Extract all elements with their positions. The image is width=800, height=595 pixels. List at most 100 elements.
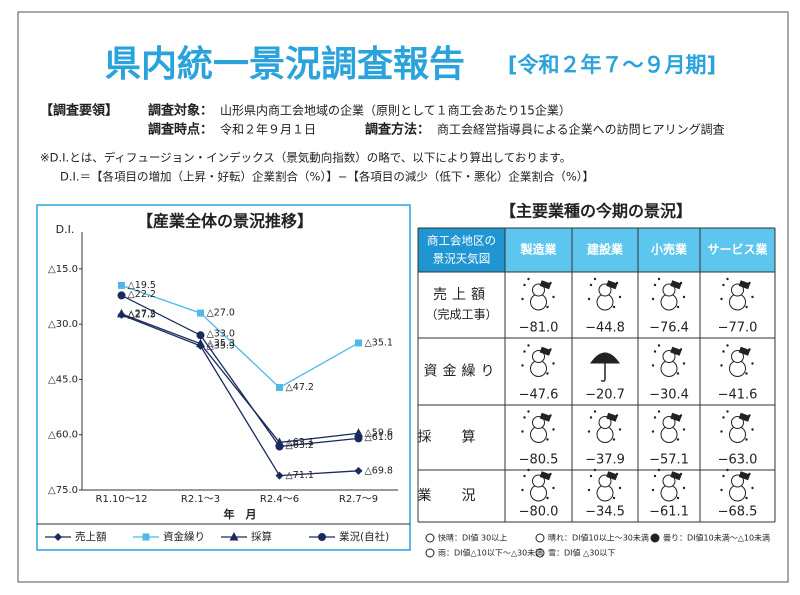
legend-icon <box>425 533 435 543</box>
snow-flake <box>618 428 622 431</box>
row-label: 採算 <box>418 430 506 446</box>
snow-head <box>598 283 612 297</box>
cell-value: −34.5 <box>585 505 625 520</box>
column-header: 小売業 <box>651 242 688 257</box>
snow-flake <box>546 305 549 309</box>
x-tick-label: R1.10〜12 <box>96 494 148 505</box>
weather-icon-snow <box>521 410 555 443</box>
snow-flake <box>653 283 657 287</box>
chart-box <box>36 204 411 551</box>
survey-text: 山形県内商工会地域の企業（原則として１商工会あたり15企業） <box>220 103 571 118</box>
data-label: △63.2 <box>286 440 314 451</box>
snow-flake <box>523 350 526 353</box>
weather-icon-snow <box>720 277 754 311</box>
title: 県内統一景況調査報告 <box>105 44 465 85</box>
snow-hat <box>539 280 552 290</box>
cell-value: −80.5 <box>519 453 559 468</box>
snow-flake <box>546 372 549 375</box>
data-label: △35.9 <box>207 340 235 351</box>
cell-value: −80.0 <box>519 505 559 520</box>
snow-flake <box>527 468 530 472</box>
snow-hat <box>670 471 682 481</box>
data-label: △61.0 <box>365 432 393 443</box>
snow-flake <box>751 295 754 299</box>
snow-flake <box>657 277 661 281</box>
x-tick-label: R2.4〜6 <box>260 494 299 505</box>
snow-hat <box>606 471 618 481</box>
snow-head <box>662 416 676 429</box>
marker <box>117 308 126 318</box>
marker <box>196 338 205 348</box>
snow-flake <box>615 281 619 285</box>
marker <box>196 331 205 340</box>
snow-flake <box>682 295 686 299</box>
snow-flake <box>527 410 530 413</box>
snow-hat <box>670 346 682 356</box>
snow-flake <box>748 414 751 417</box>
marker <box>354 428 363 437</box>
snow-flake <box>589 474 593 478</box>
survey-text: 令和２年９月１日 <box>220 122 316 137</box>
snow-head <box>731 474 744 488</box>
snow-flake <box>682 362 686 365</box>
snow-flake <box>527 277 530 281</box>
snow-flake <box>612 496 616 500</box>
cell-value: −63.0 <box>718 453 758 468</box>
snow-flake <box>679 281 683 285</box>
snow-head <box>731 283 744 297</box>
legend-label: 採算 <box>251 530 272 543</box>
survey-text: 商工会経営指導員による企業への訪問ヒアリング調査 <box>437 122 725 137</box>
umbrella-top <box>590 352 620 364</box>
snow-flake <box>521 297 524 301</box>
weather-legend: 曇り：DI値10未満〜△10未満 <box>663 533 770 543</box>
weather-icon-snow <box>651 410 686 443</box>
snow-hat <box>606 280 618 290</box>
snow-flake <box>653 474 657 478</box>
snow-flake <box>521 430 524 433</box>
snow-flake <box>676 438 680 441</box>
row-sublabel: （完成工事） <box>425 307 497 322</box>
marker <box>318 533 326 541</box>
note: ※D.I.とは、ディフュージョン・インデックス（景気動向指数）の略で、以下により… <box>40 151 571 165</box>
header-cell <box>418 228 505 272</box>
snow-hat <box>670 412 682 422</box>
data-label: △47.2 <box>286 382 314 393</box>
snow-flake <box>679 414 683 417</box>
snow-flake <box>527 344 530 347</box>
data-label: △59.6 <box>365 428 393 439</box>
data-label: △35.1 <box>365 337 393 348</box>
period: [令和２年７〜９月期] <box>508 53 716 77</box>
x-axis-label: 年 月 <box>224 507 257 521</box>
data-label: △27.2 <box>128 308 156 319</box>
snow-head <box>532 416 545 429</box>
snow-flake <box>549 414 552 417</box>
marker <box>117 291 126 300</box>
data-label: △27.5 <box>128 309 156 320</box>
data-label: △62.1 <box>286 437 314 448</box>
snow-flake <box>552 362 555 365</box>
snow-flake <box>726 410 729 413</box>
snow-flake <box>657 344 661 347</box>
cell-value: −76.4 <box>649 321 689 336</box>
legend-label: 業況(自社) <box>339 530 389 543</box>
weather-legend: 雪：DI値 △30以下 <box>548 548 615 558</box>
snow-flake <box>589 283 593 287</box>
snow-flake <box>589 416 593 419</box>
snow-flake <box>618 486 622 490</box>
weather-icon-rain <box>590 352 620 382</box>
marker <box>276 384 283 392</box>
marker <box>118 281 125 289</box>
snow-head <box>731 350 744 363</box>
snow-flake <box>722 474 725 478</box>
row-label: 資金繰り <box>424 364 500 380</box>
legend-icon <box>425 548 435 558</box>
snow-flake <box>682 486 686 490</box>
snow-flake <box>546 496 549 500</box>
cell-value: −68.5 <box>718 505 758 520</box>
snow-head <box>598 416 612 429</box>
snow-hat <box>670 280 682 290</box>
snow-flake <box>679 348 683 351</box>
weather-icon-snow <box>720 344 754 377</box>
x-tick-label: R2.1〜3 <box>181 494 220 505</box>
marker <box>229 532 239 541</box>
